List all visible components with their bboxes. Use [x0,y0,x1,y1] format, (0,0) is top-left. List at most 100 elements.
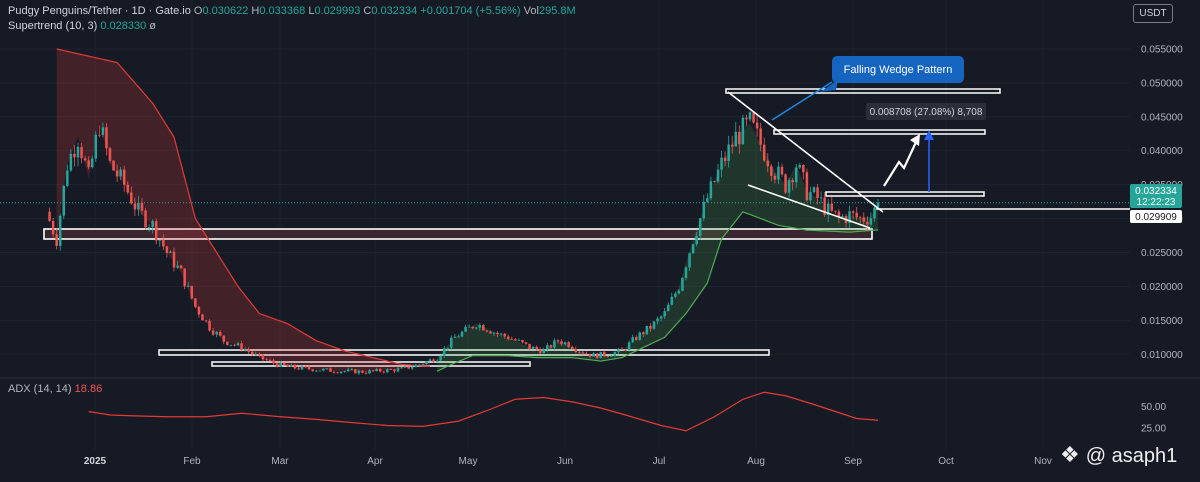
candle-body [101,127,105,135]
candle-body [812,187,816,193]
candle-body [834,210,837,212]
candle-body [556,340,560,342]
candle-body [794,167,798,183]
candle-body [311,369,314,372]
candle-body [798,164,802,168]
candle-body [698,218,702,236]
candle-body [535,346,538,350]
pattern-label: Falling Wedge Pattern [844,64,953,76]
candle-body [165,246,169,253]
wedge-lower-line [747,184,871,229]
candle-body [144,210,147,228]
candle-body [55,234,58,246]
candle-body [620,348,624,350]
candle-body [375,368,378,371]
candle-body [755,122,759,129]
candle-body [677,290,681,294]
candle-body [606,356,610,358]
time-tick-label: May [459,456,478,467]
candle-body [446,347,450,349]
watermark: ❖ @ asaph1 [1060,442,1177,468]
candle-body [140,202,144,211]
candle-body [855,212,858,218]
candle-body [762,144,766,161]
price-tick-label: 0.020000 [1141,282,1183,293]
candle-body [158,239,162,241]
candle-body [389,369,393,370]
candle-body [62,185,66,216]
candle-body [450,337,453,348]
candle-body [169,251,172,253]
high-value: 0.033368 [259,5,306,17]
time-tick-label: Apr [367,456,383,467]
candle-body [279,362,282,367]
candle-body [652,321,656,329]
candle-body [578,351,581,353]
candle-body [137,202,140,210]
supertrend-bear-band [56,48,431,372]
candle-body [581,352,585,354]
symbol-name[interactable]: Pudgy Penguins/Tether · 1D · Gate.io [8,5,191,17]
candle-body [403,366,407,368]
candle-body [332,371,336,373]
time-tick-label: Sep [844,456,862,467]
candle-body [570,346,574,350]
volume-label: Vol [523,5,539,17]
candle-body [297,368,300,370]
currency-button[interactable]: USDT [1133,4,1173,23]
candle-body [272,360,275,364]
indicator-name[interactable]: Supertrend (10, 3) [8,20,98,32]
watermark-text: @ asaph1 [1085,445,1178,467]
candle-body [190,285,194,299]
candle-body [862,217,866,222]
price-tick-label: 0.055000 [1141,44,1183,55]
measure-label: 0.008708 (27.08%) 8,708 [870,107,983,118]
candle-body [115,170,119,177]
measure-arrow-head [924,130,934,140]
candle-body [204,320,208,322]
countdown-label: 12:22:23 [1137,197,1176,208]
candle-body [73,153,76,158]
candle-body [58,215,62,246]
candle-body [734,131,738,147]
candle-body [432,359,435,362]
candle-body [201,314,204,321]
candle-body [866,221,869,225]
change-value: +0.001704 (+5.56%) [420,5,521,17]
candle-body [176,265,179,268]
adx-header: ADX (14, 14) 18.86 [8,383,102,395]
adx-name[interactable]: ADX (14, 14) [8,383,72,395]
time-tick-label: Aug [747,456,765,467]
candle-body [720,157,723,170]
candle-body [51,221,55,235]
candle-body [784,174,787,193]
candle-body [226,341,229,346]
candle-body [567,342,570,347]
candle-body [179,265,183,269]
candle-body [585,353,588,355]
candle-body [357,370,361,374]
candle-body [826,203,830,216]
adx-line [88,391,879,432]
candle-body [627,342,631,350]
candle-body [322,368,325,371]
candle-body [186,285,190,287]
candle-body [528,343,531,349]
candle-body [542,349,546,354]
candle-body [98,134,101,136]
breakout-zone [825,191,985,197]
candle-body [87,160,90,168]
candle-body [745,117,748,120]
candle-body [407,366,410,369]
candle-body [869,218,873,225]
candle-body [396,368,400,372]
candle-body [250,351,254,355]
candle-body [240,343,243,351]
candle-body [563,342,567,345]
candle-body [663,311,666,317]
candle-body [133,203,137,210]
volume-value: 295.8M [538,5,576,17]
indicator-hidden-icon[interactable]: ø [149,20,157,32]
